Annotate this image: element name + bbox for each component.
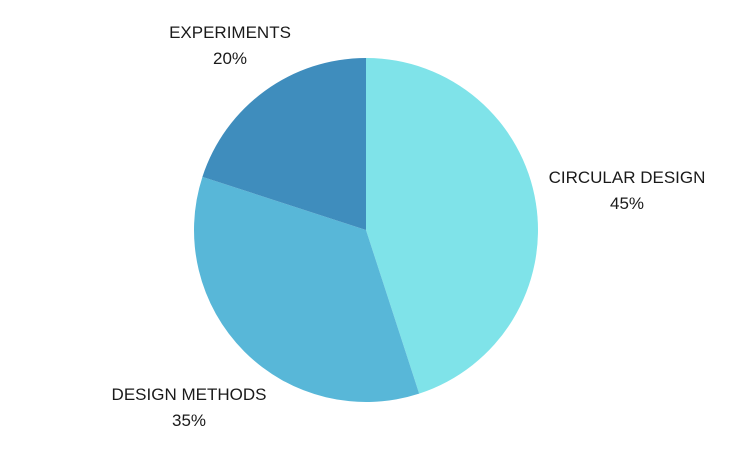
slice-label-design-methods: DESIGN METHODS 35% xyxy=(112,385,267,430)
slice-value-label: 45% xyxy=(610,194,644,213)
slice-value-label: 35% xyxy=(172,411,206,430)
pie-slice-circular-design[interactable] xyxy=(366,58,538,394)
slice-label-experiments: EXPERIMENTS 20% xyxy=(169,23,291,68)
slice-name-label: EXPERIMENTS xyxy=(169,23,291,42)
slice-name-label: CIRCULAR DESIGN xyxy=(549,168,706,187)
slice-label-circular-design: CIRCULAR DESIGN 45% xyxy=(549,168,706,213)
slice-value-label: 20% xyxy=(213,49,247,68)
slices-layer xyxy=(194,58,538,402)
pie-slice-design-methods[interactable] xyxy=(194,176,420,402)
labels-layer: CIRCULAR DESIGN 45% DESIGN METHODS 35% EXPER… xyxy=(112,23,706,430)
pie-slice-experiments[interactable] xyxy=(202,58,366,230)
slice-name-label: DESIGN METHODS xyxy=(112,385,267,404)
